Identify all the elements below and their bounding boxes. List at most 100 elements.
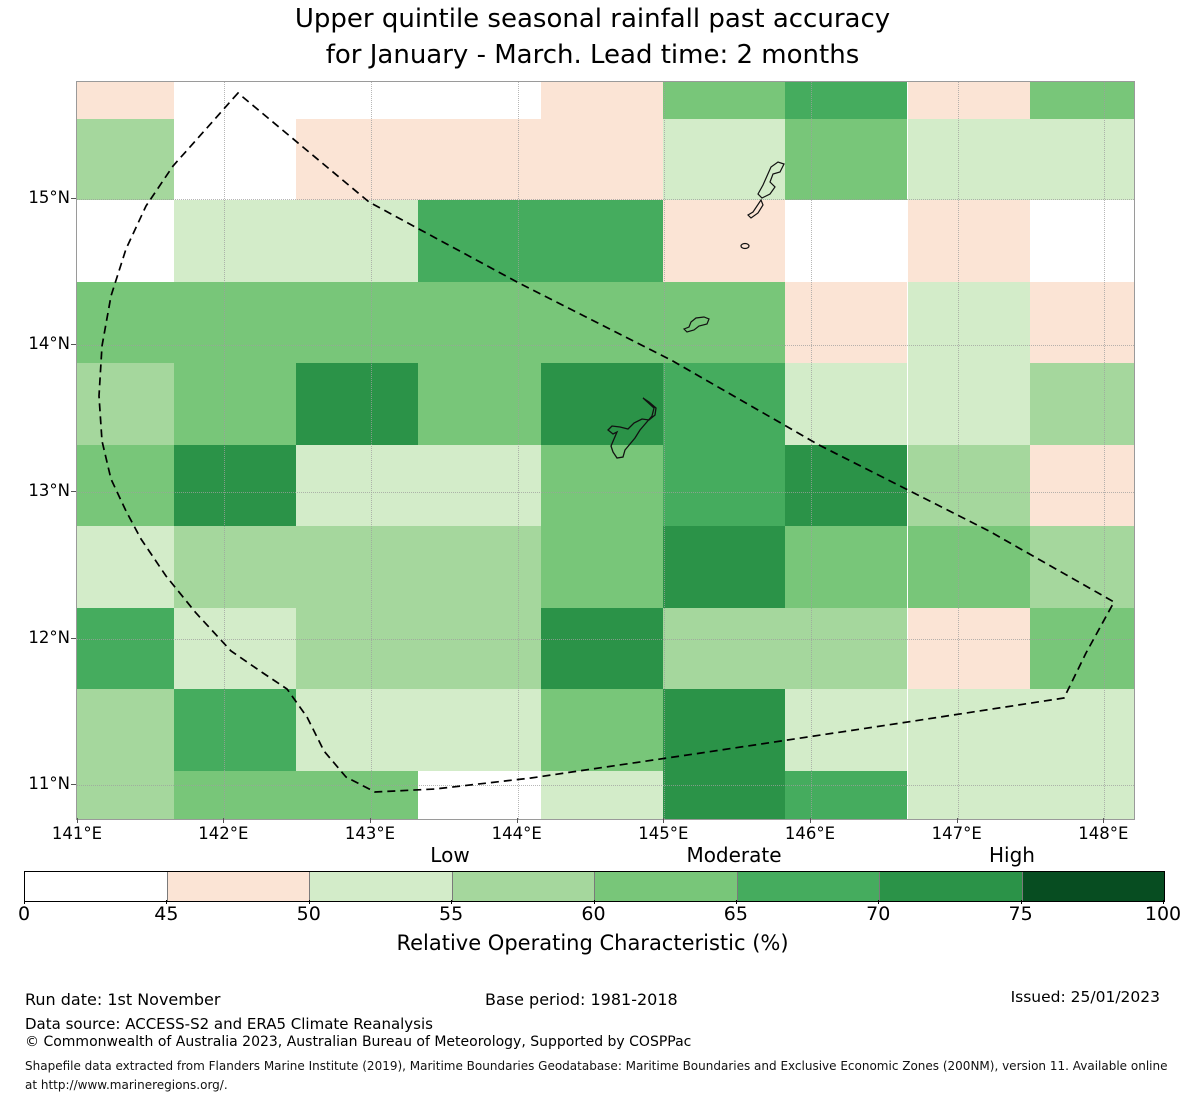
colorbar-segment [737,872,880,901]
roc-grid-cell [785,363,908,445]
meridian-gridline [1104,82,1106,819]
roc-grid-cell [662,118,786,201]
x-tick-mark [663,818,665,823]
parallel-gridline [77,638,1134,640]
roc-grid-cell [418,200,541,282]
meridian-gridline [957,82,959,819]
y-tick-mark [71,490,76,492]
meridian-gridline [224,82,226,819]
roc-grid-cell [785,689,908,771]
roc-grid-cell [785,200,908,282]
roc-grid-cell [540,82,663,119]
roc-grid-cell [907,607,1030,690]
roc-grid-cell [173,281,296,364]
colorbar-segment [595,872,738,901]
roc-grid-cell [296,363,419,445]
y-tick-mark [71,637,76,639]
meridian-gridline [811,82,812,819]
roc-map [76,81,1135,820]
chart-title: Upper quintile seasonal rainfall past ac… [0,2,1185,74]
roc-grid-cell [77,689,174,771]
x-tick-mark [77,818,78,823]
meridian-gridline [371,82,372,819]
roc-grid-cell [173,770,296,819]
roc-grid-cell [418,118,541,201]
colorbar-segment [1022,872,1164,901]
colorbar-tick-label: 0 [17,903,31,925]
roc-grid-cell [77,118,174,201]
roc-grid-cell [907,444,1030,527]
roc-grid-cell [540,526,663,608]
y-tick-label: 15°N [28,187,70,207]
roc-grid-cell [540,607,663,690]
y-tick-mark [71,197,76,199]
roc-grid-cell [173,363,296,445]
roc-grid-cell [77,770,174,819]
chart-title-line1: Upper quintile seasonal rainfall past ac… [294,4,891,34]
colorbar-tick-mark [308,900,310,904]
parallel-gridline [77,785,1134,787]
colorbar-segment [167,872,310,901]
roc-grid-cell [662,444,786,527]
parallel-gridline [77,198,1134,200]
roc-grid-cell [1029,281,1134,364]
copyright-text: © Commonwealth of Australia 2023, Austra… [25,1034,692,1050]
colorbar-tick-label: 100 [1144,903,1182,925]
y-tick-label: 13°N [28,480,70,500]
data-source-text: Data source: ACCESS-S2 and ERA5 Climate … [25,1015,433,1033]
y-tick-label: 11°N [28,774,70,794]
legend-label-high: High [989,843,1035,867]
colorbar-tick-mark [735,900,737,904]
colorbar-tick-mark [1020,900,1022,904]
colorbar-tick-mark [1163,900,1164,904]
x-tick-mark [1103,818,1105,823]
run-date-text: Run date: 1st November [25,990,221,1009]
roc-grid-cell [418,363,541,445]
roc-grid-cell [785,281,908,364]
roc-grid-cell [785,770,908,819]
x-tick-mark [223,818,225,823]
roc-grid-cell [540,770,663,819]
roc-grid-cell [785,607,908,690]
colorbar-tick-label: 70 [866,903,891,925]
x-tick-mark [810,818,811,823]
roc-grid-cell [540,281,663,364]
base-period-text: Base period: 1981-2018 [485,990,678,1009]
chart-title-line2: for January - March. Lead time: 2 months [325,39,860,70]
roc-grid-cell [418,689,541,771]
roc-grid-cell [296,607,419,690]
colorbar-tick-mark [166,900,168,904]
roc-grid-cell [418,607,541,690]
roc-grid-cell [1029,118,1134,201]
shapefile-attribution-text: Shapefile data extracted from Flanders M… [25,1057,1175,1094]
x-tick-label: 142°E [198,824,249,843]
shapefile-attribution-line2: at http://www.marineregions.org/. [25,1077,228,1092]
roc-grid-cell [662,607,786,690]
roc-grid-cell [173,607,296,690]
x-tick-label: 148°E [1078,824,1129,843]
y-tick-mark [71,344,76,346]
x-tick-label: 141°E [51,824,103,843]
roc-grid-cell [296,689,419,771]
colorbar-tick-label: 75 [1008,903,1033,925]
roc-grid-cell [662,689,786,771]
x-tick-label: 145°E [638,824,689,843]
roc-grid-cell [296,526,419,608]
roc-grid-cell [785,444,908,527]
roc-grid-cell [418,444,541,527]
colorbar-tick-mark [451,900,453,904]
x-tick-label: 146°E [784,824,836,843]
colorbar-tick-label: 45 [154,903,179,925]
colorbar-segment [310,872,453,901]
roc-grid-cell [907,281,1030,364]
roc-grid-cell [77,200,174,282]
roc-grid-cell [662,363,786,445]
parallel-gridline [77,345,1134,347]
roc-grid-cell [296,281,419,364]
x-tick-label: 147°E [931,824,982,843]
parallel-gridline [77,491,1134,493]
colorbar-tick-label: 50 [296,903,321,925]
roc-grid-cell [907,689,1030,771]
roc-grid-cell [540,363,663,445]
